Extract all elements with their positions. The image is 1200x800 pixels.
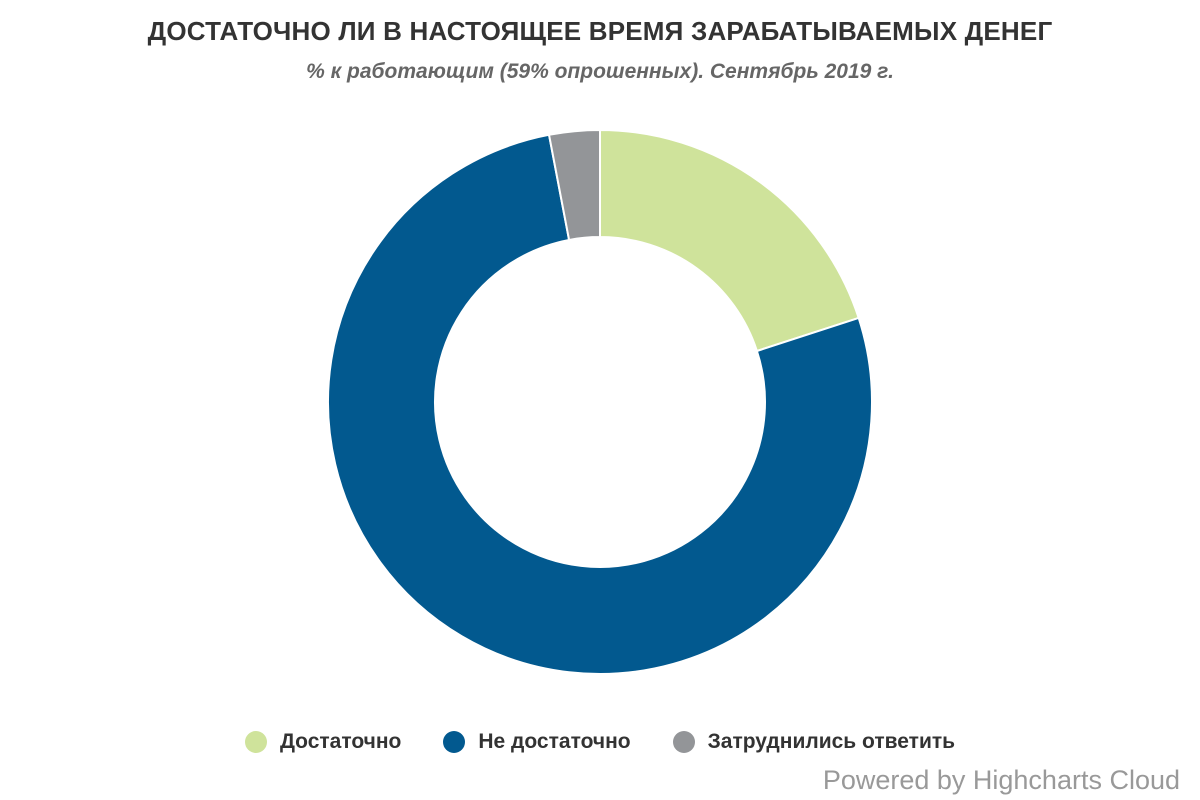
legend-label: Не достаточно (478, 730, 631, 753)
chart-subtitle: % к работающим (59% опрошенных). Сентябр… (306, 60, 894, 83)
legend-swatch-icon (244, 731, 267, 753)
chart-legend: Достаточно Не достаточно Затруднились отве… (0, 730, 1200, 754)
donut-slice-3[interactable] (548, 129, 601, 241)
legend-label: Затруднились ответить (707, 730, 956, 753)
legend-swatch-icon (443, 731, 466, 753)
legend-swatch-icon (672, 731, 695, 753)
legend-item-1[interactable]: Достаточно (244, 730, 402, 754)
chart-title: ДОСТАТОЧНО ЛИ В НАСТОЯЩЕЕ ВРЕМЯ ЗАРАБАТЫ… (147, 16, 1053, 46)
legend-label: Достаточно (279, 730, 402, 753)
legend-item-2[interactable]: Не достаточно (443, 730, 631, 754)
legend-item-3[interactable]: Затруднились ответить (672, 730, 956, 754)
credits-link[interactable]: Powered by Highcharts Cloud (822, 765, 1180, 795)
donut-slice-1[interactable] (599, 129, 860, 353)
donut-slice-2[interactable] (327, 133, 873, 675)
